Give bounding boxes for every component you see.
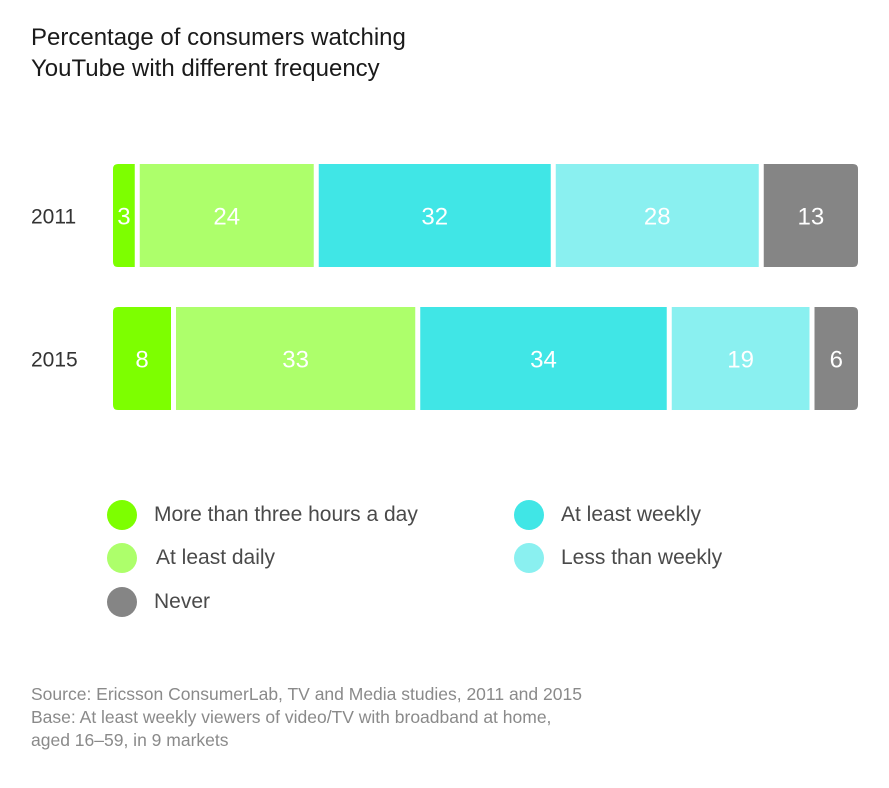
data-label-2015-at-least-daily: 33 xyxy=(282,347,309,374)
base-note-line-2: aged 16–59, in 9 markets xyxy=(31,730,229,750)
bar-segment-2011-at-least-daily xyxy=(139,164,314,267)
bar-segment-2011-less-than-weekly xyxy=(555,164,759,267)
data-label-2011-less-than-weekly: 28 xyxy=(644,204,671,231)
bar-segment-2015-at-least-daily xyxy=(176,307,416,410)
source-note: Source: Ericsson ConsumerLab, TV and Med… xyxy=(31,684,582,704)
legend-item-less-than-weekly: Less than weekly xyxy=(514,543,722,573)
legend-label: More than three hours a day xyxy=(154,503,418,526)
legend-swatch xyxy=(107,587,137,617)
legend-item-at-least-weekly: At least weekly xyxy=(514,500,701,530)
legend-item-more-than-three-hours: More than three hours a day xyxy=(107,500,418,530)
bar-segment-2011-more-than-three-hours-a-day xyxy=(113,164,135,267)
data-label-2015-more-than-three-hours-a-day: 8 xyxy=(135,347,148,374)
stacked-bar-chart: 2011 3 24 32 28 13 2015 8 33 34 19 6 xyxy=(31,164,858,410)
legend-swatch xyxy=(514,500,544,530)
bar-segment-2015-less-than-weekly xyxy=(671,307,810,410)
data-label-2011-at-least-weekly: 32 xyxy=(421,204,448,231)
bar-segment-2015-never xyxy=(814,307,858,410)
data-label-2011-more-than-three-hours-a-day: 3 xyxy=(117,204,130,231)
data-label-2015-never: 6 xyxy=(830,347,843,374)
data-label-2011-never: 13 xyxy=(798,204,825,231)
bar-segment-2011-never xyxy=(763,164,858,267)
bar-segment-2015-more-than-three-hours-a-day xyxy=(113,307,171,410)
legend-label: At least daily xyxy=(156,546,276,569)
legend-item-never: Never xyxy=(107,587,210,617)
data-label-2015-at-least-weekly: 34 xyxy=(530,347,557,374)
legend-label: Less than weekly xyxy=(561,546,723,569)
bar-segment-2011-at-least-weekly xyxy=(318,164,551,267)
chart-title-line-2: YouTube with different frequency xyxy=(31,55,380,82)
base-note-line-1: Base: At least weekly viewers of video/T… xyxy=(31,707,552,727)
category-label-2011: 2011 xyxy=(31,206,76,229)
chart-title: Percentage of consumers watching YouTube… xyxy=(31,22,406,84)
bar-segment-2015-at-least-weekly xyxy=(420,307,667,410)
data-label-2015-less-than-weekly: 19 xyxy=(727,347,754,374)
legend-swatch xyxy=(107,500,137,530)
legend-item-at-least-daily: At least daily xyxy=(107,543,275,573)
legend-swatch xyxy=(514,543,544,573)
legend-swatch xyxy=(107,543,137,573)
chart-footer: Source: Ericsson ConsumerLab, TV and Med… xyxy=(31,683,582,752)
legend-label: Never xyxy=(154,590,211,613)
chart-title-line-1: Percentage of consumers watching xyxy=(31,24,406,51)
legend-label: At least weekly xyxy=(561,503,702,526)
category-label-2015: 2015 xyxy=(31,349,78,372)
data-label-2011-at-least-daily: 24 xyxy=(213,204,240,231)
